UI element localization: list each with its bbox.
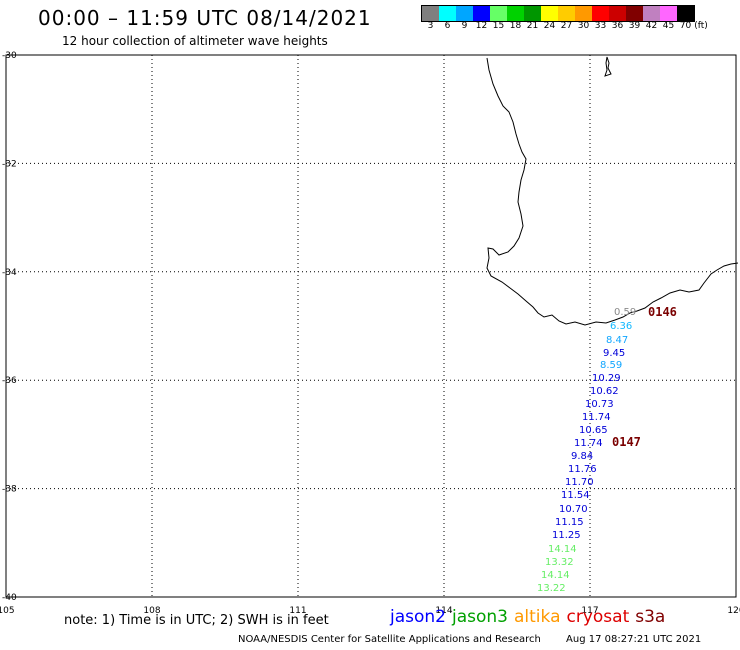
legend-swatch-42 (643, 6, 660, 21)
wave-height-value: 10.73 (585, 399, 614, 410)
legend-label: 15 (492, 21, 505, 31)
map-frame (5, 54, 737, 598)
legend-swatch-15 (490, 6, 507, 21)
lat-lon-grid (5, 54, 737, 598)
legend-label: 45 (662, 21, 675, 31)
legend-label: 21 (526, 21, 539, 31)
legend-label: 3 (427, 21, 434, 31)
legend-swatch-33 (592, 6, 609, 21)
wave-height-value: 10.29 (592, 373, 621, 384)
legend-swatch-70 (677, 6, 694, 21)
lat-tick-label: -36 (2, 376, 17, 386)
pass-label: 0147 (612, 435, 641, 449)
west-australia-coastline (486, 57, 739, 326)
legend-label: 6 (444, 21, 451, 31)
timestamp: Aug 17 08:27:21 UTC 2021 (566, 634, 702, 645)
legend-label: 36 (611, 21, 624, 31)
legend-swatch-45 (660, 6, 677, 21)
legend-swatch-12 (473, 6, 490, 21)
credit-text: NOAA/NESDIS Center for Satellite Applica… (238, 634, 541, 645)
wave-height-observations: 0.59 6.36 8.47 9.458.59 10.29 10.62 10.73 11.74… (537, 307, 636, 594)
legend-swatch-9 (456, 6, 473, 21)
legend-swatch-36 (609, 6, 626, 21)
wave-height-value: 11.70 (565, 477, 594, 488)
wave-height-value: 10.62 (590, 386, 619, 397)
legend-label: 9 (461, 21, 468, 31)
pass-labels: 0146 0147 (612, 305, 677, 449)
legend-swatch-18 (507, 6, 524, 21)
island-outline (604, 56, 612, 77)
satellite-cryosat: cryosat (566, 607, 630, 627)
wave-height-value: 11.74 (574, 438, 603, 449)
wave-height-value: 10.65 (579, 425, 608, 436)
wave-height-value: 8.59 (600, 360, 622, 371)
lon-tick-label: 108 (143, 606, 160, 616)
legend-swatch-30 (575, 6, 592, 21)
wave-height-value: 13.32 (545, 557, 574, 568)
lon-tick-label: 111 (289, 606, 306, 616)
pass-label: 0146 (648, 305, 677, 319)
legend-label: 27 (560, 21, 573, 31)
wave-height-value: 9.84 (571, 451, 593, 462)
lon-tick-label: 117 (581, 606, 598, 616)
wave-height-value: 11.54 (561, 490, 590, 501)
wave-height-value: 14.14 (548, 544, 577, 555)
wave-height-value: 11.15 (555, 517, 584, 528)
lat-tick-label: -32 (2, 159, 17, 169)
wave-height-value: 11.25 (552, 530, 581, 541)
legend-label: 70 (679, 21, 692, 31)
credit-line: NOAA/NESDIS Center for Satellite Applica… (238, 634, 701, 645)
legend-label: 42 (645, 21, 658, 31)
lon-tick-label: 105 (0, 606, 15, 616)
legend-label: 12 (475, 21, 488, 31)
legend-label: 24 (543, 21, 556, 31)
wave-height-value: 13.22 (537, 583, 566, 594)
wave-height-value: 6.36 (610, 321, 632, 332)
satellite-jason3: jason3 (452, 607, 508, 627)
footer-note: note: 1) Time is in UTC; 2) SWH is in fe… (64, 613, 329, 628)
map-subtitle: 12 hour collection of altimeter wave hei… (62, 34, 328, 48)
wave-height-value: 0.59 (614, 307, 636, 318)
wave-height-value: 8.47 (606, 335, 628, 346)
legend-swatch-6 (439, 6, 456, 21)
legend-label: 39 (628, 21, 641, 31)
lat-tick-label: -34 (2, 268, 17, 278)
satellite-legend: jason2 jason3 altika cryosat s3a (390, 607, 671, 627)
satellite-s3a: s3a (635, 607, 666, 627)
wave-height-value: 9.45 (603, 348, 625, 359)
lon-tick-label: 120 (727, 606, 740, 616)
wave-height-value: 11.76 (568, 464, 597, 475)
satellite-jason2: jason2 (390, 607, 446, 627)
legend-swatch-24 (541, 6, 558, 21)
map-title: 00:00 – 11:59 UTC 08/14/2021 (38, 6, 372, 30)
lat-tick-label: -40 (2, 593, 17, 603)
legend-label: 33 (594, 21, 607, 31)
legend-label: 30 (577, 21, 590, 31)
legend-unit: (ft) (694, 21, 708, 31)
wave-height-value: 14.14 (541, 570, 570, 581)
wave-height-value: 11.74 (582, 412, 611, 423)
legend-swatch-21 (524, 6, 541, 21)
legend-swatch-3 (422, 6, 439, 21)
lon-tick-label: 114 (435, 606, 452, 616)
lat-tick-label: -38 (2, 485, 17, 495)
coastline (486, 56, 739, 326)
wave-height-color-legend (421, 5, 695, 22)
wave-height-value: 10.70 (559, 504, 588, 515)
legend-swatch-39 (626, 6, 643, 21)
lat-tick-label: -30 (2, 51, 17, 61)
satellite-altika: altika (514, 607, 561, 627)
axis-labels: 105 108 111 114 117 120 -30 -32 -34 -36 -38 -40 (0, 51, 740, 616)
legend-label: 18 (509, 21, 522, 31)
legend-swatch-27 (558, 6, 575, 21)
